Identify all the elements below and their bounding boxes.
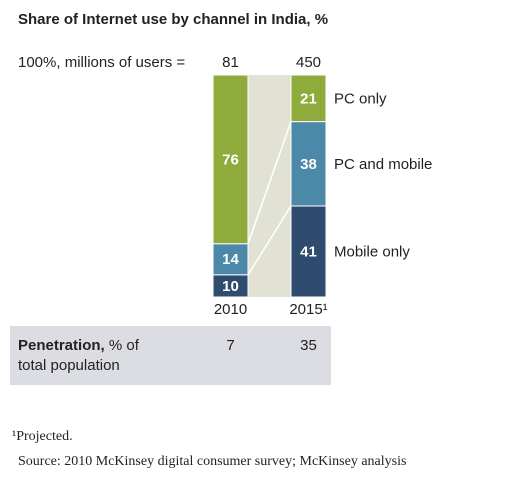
penetration-label-2: total population (18, 357, 120, 374)
legend-label: PC and mobile (334, 156, 432, 173)
penetration-bold: Penetration, (18, 337, 105, 354)
data-label: 38 (300, 156, 317, 173)
bar-segment (290, 74, 327, 123)
total-label: 450 (296, 54, 321, 71)
connector-line (247, 121, 292, 244)
data-label: 10 (222, 278, 239, 295)
bar-segment (212, 74, 249, 245)
title: Share of Internet use by channel in Indi… (18, 11, 311, 28)
bar-segment (212, 243, 249, 276)
legend-label: Mobile only (334, 243, 410, 260)
data-label: 76 (222, 151, 239, 168)
data-label: 21 (300, 90, 317, 107)
legend-label: PC only (334, 90, 387, 107)
x-tick-label: 2015¹ (289, 301, 327, 318)
x-tick-label: 2010 (214, 301, 247, 318)
data-label: 41 (300, 243, 317, 260)
penetration-value: 35 (300, 337, 317, 354)
data-label: 14 (222, 251, 239, 268)
penetration-box (10, 326, 331, 385)
penetration-value: 7 (226, 337, 234, 354)
penetration-unit: % of (109, 337, 140, 354)
title-unit: % (315, 11, 328, 28)
penetration-label: Penetration, % of (18, 337, 140, 354)
chart-title: Share of Internet use by channel in Indi… (18, 11, 328, 28)
footnote: ¹Projected. (12, 429, 73, 444)
totals-label: 100%, millions of users = (18, 54, 185, 71)
total-label: 81 (222, 54, 239, 71)
source: Source: 2010 McKinsey digital consumer s… (18, 454, 406, 469)
bar-segment (290, 205, 327, 298)
bar-segment (290, 121, 327, 207)
connector (248, 75, 291, 297)
connector-line (247, 205, 292, 276)
